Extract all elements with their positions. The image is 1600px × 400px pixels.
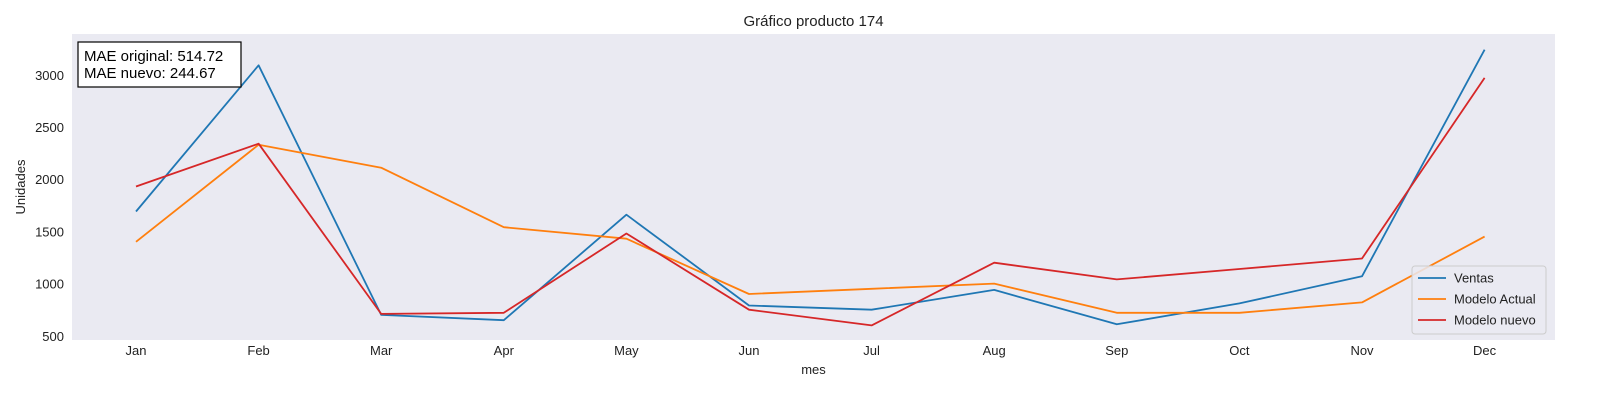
x-axis-label: mes — [801, 362, 826, 377]
legend: Ventas Modelo Actual Modelo nuevo — [1411, 265, 1547, 335]
legend-frame — [1411, 265, 1547, 335]
x-tick-label: Apr — [494, 343, 515, 358]
x-tick-label: Oct — [1229, 343, 1250, 358]
mae-annotation-box: MAE original: 514.72 MAE nuevo: 244.67 — [77, 41, 242, 88]
x-tick-labels: Jan Feb Mar Apr May Jun Jul Aug Sep Oct Nov Dec — [126, 343, 1497, 358]
series-lines — [135, 49, 1486, 327]
x-tick-label: Aug — [983, 343, 1006, 358]
y-tick-label: 1500 — [35, 224, 64, 239]
x-tick-label: May — [614, 343, 639, 358]
y-tick-label: 3000 — [35, 68, 64, 83]
x-tick-label: Sep — [1105, 343, 1128, 358]
series-line-1 — [135, 143, 1486, 314]
x-tick-label: Jan — [126, 343, 147, 358]
legend-label: Modelo nuevo — [1454, 313, 1536, 328]
y-tick-label: 500 — [42, 329, 64, 344]
series-line-0 — [135, 49, 1486, 326]
chart-title: Gráfico producto 174 — [743, 13, 883, 30]
x-tick-label: Feb — [247, 343, 269, 358]
x-tick-label: Dec — [1473, 343, 1497, 358]
y-tick-label: 2500 — [35, 120, 64, 135]
y-tick-labels: 500 1000 1500 2000 2500 3000 — [35, 68, 64, 344]
x-tick-label: Jun — [739, 343, 760, 358]
y-tick-label: 2000 — [35, 172, 64, 187]
plot-background — [72, 34, 1555, 340]
legend-label: Modelo Actual — [1454, 292, 1536, 307]
y-axis-label: Unidades — [13, 159, 28, 214]
y-tick-label: 1000 — [35, 277, 64, 292]
annotation-frame — [77, 41, 242, 88]
annotation-mae-original: MAE original: 514.72 — [84, 48, 223, 65]
annotation-mae-nuevo: MAE nuevo: 244.67 — [84, 65, 216, 82]
legend-label: Ventas — [1454, 271, 1494, 286]
x-tick-label: Jul — [863, 343, 880, 358]
x-tick-label: Mar — [370, 343, 393, 358]
x-tick-label: Nov — [1350, 343, 1374, 358]
series-line-2 — [135, 77, 1486, 327]
